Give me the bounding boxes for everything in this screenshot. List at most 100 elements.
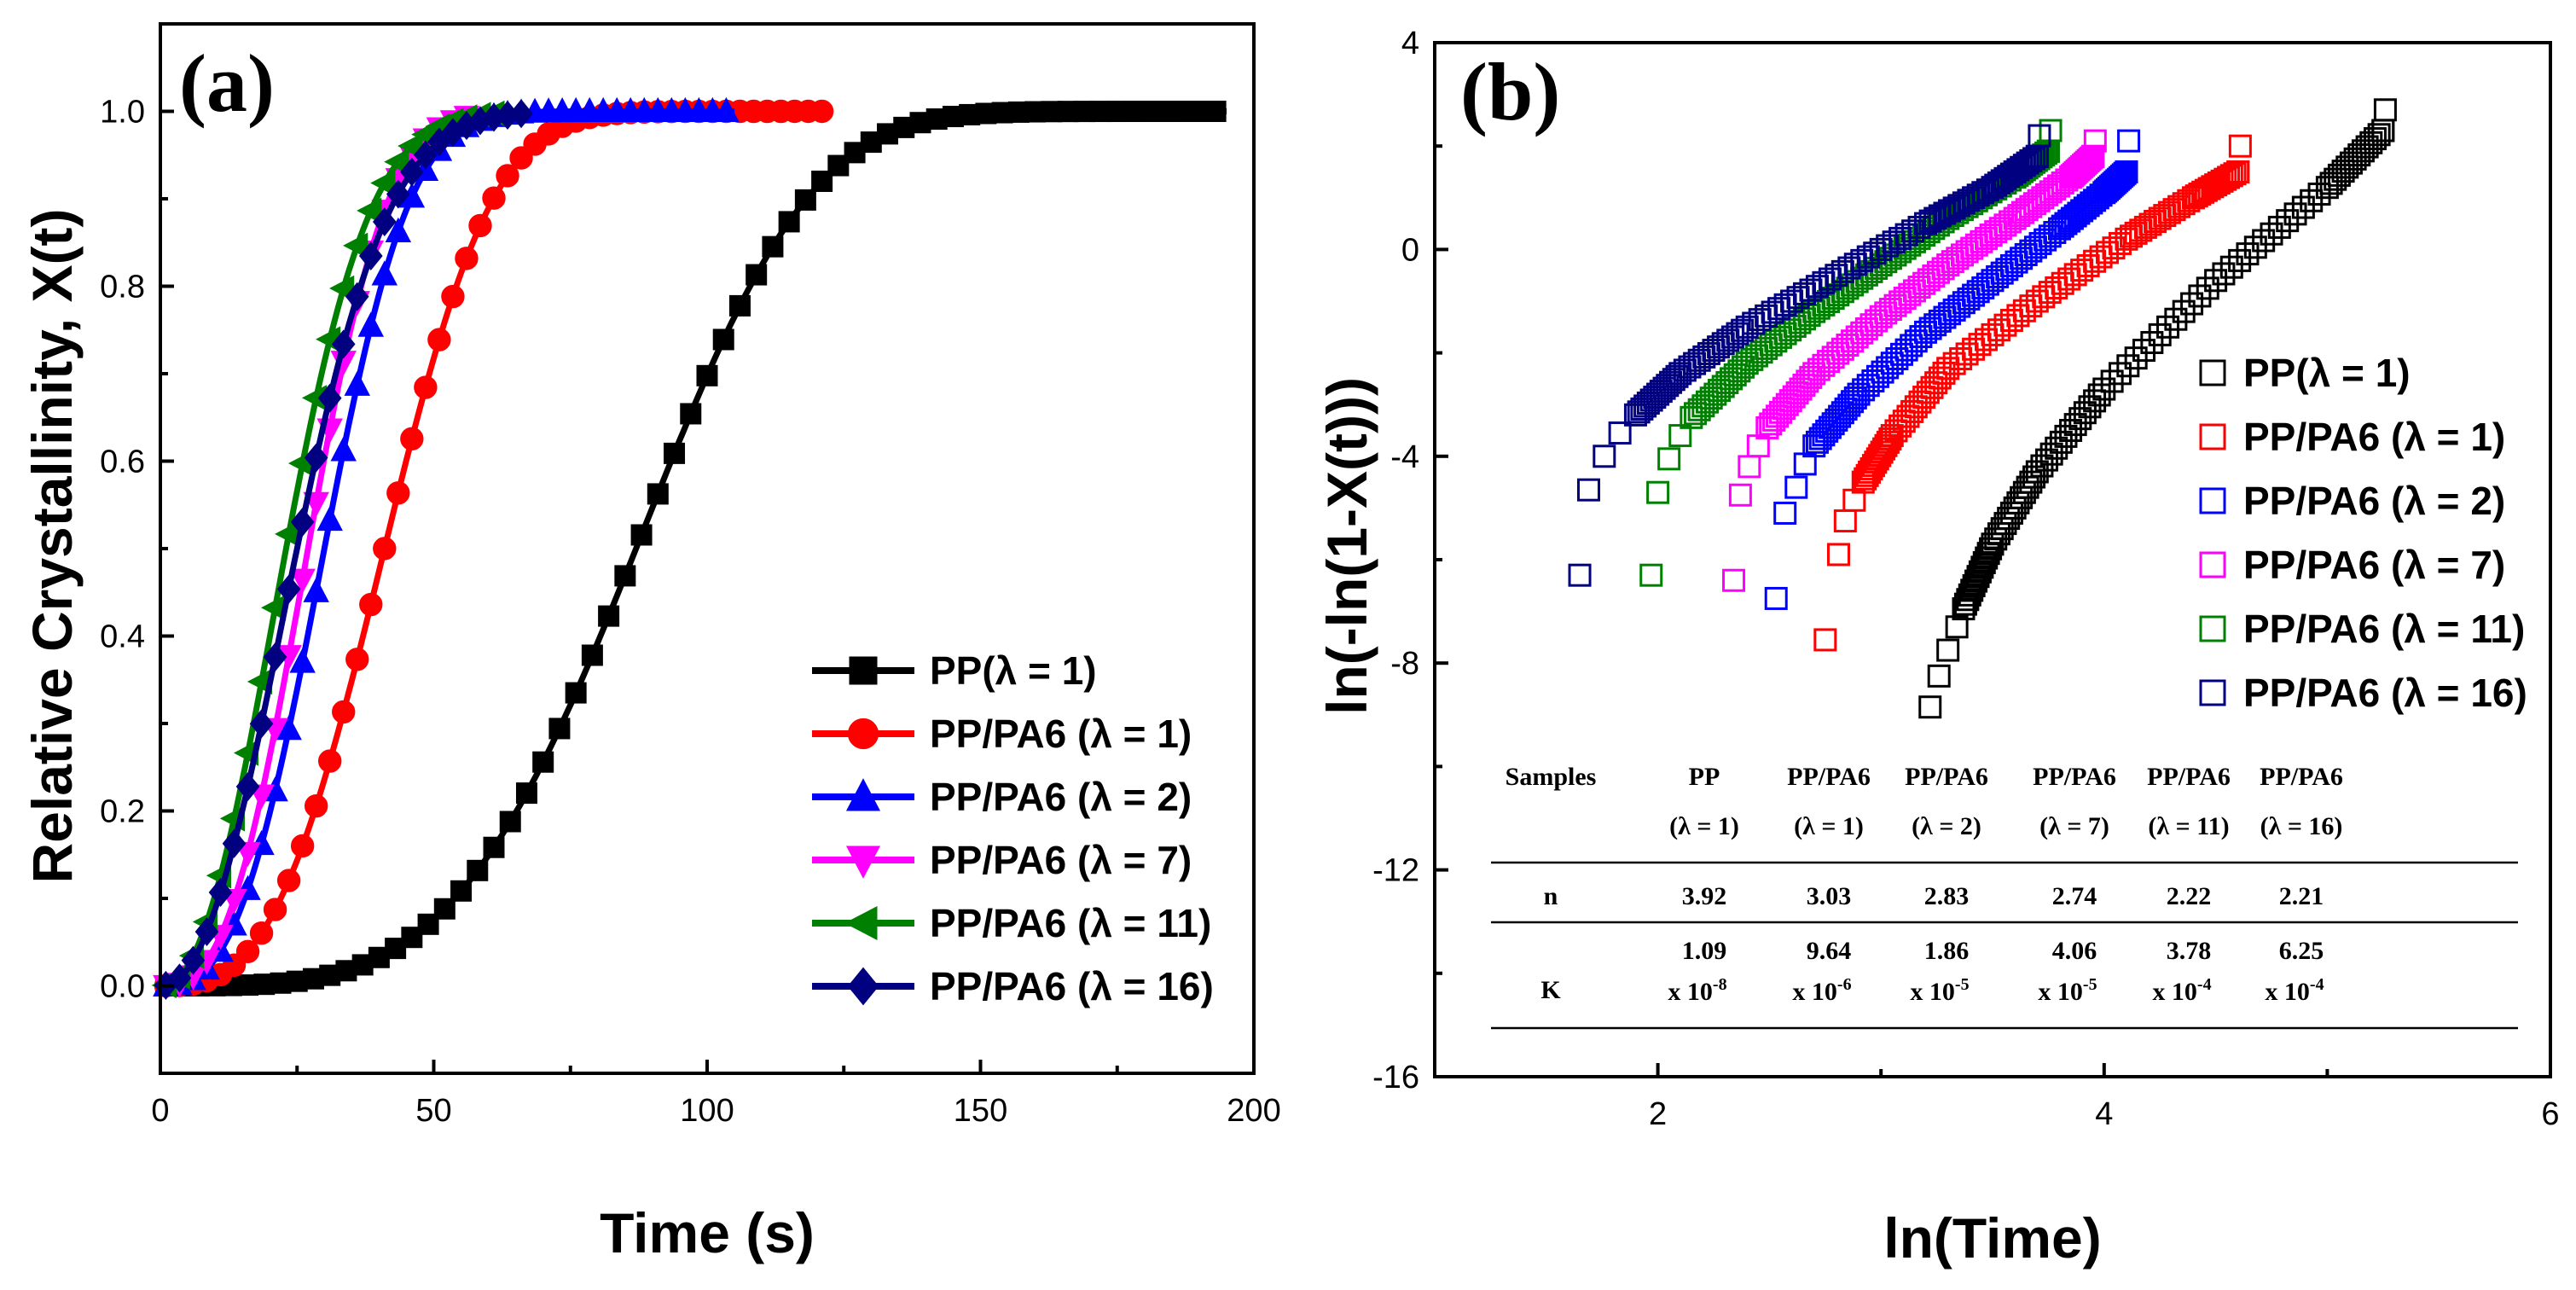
legend-marker xyxy=(2199,551,2226,578)
y-tick-label: 0.2 xyxy=(100,794,145,830)
data-point xyxy=(2043,177,2067,200)
data-point xyxy=(1813,628,1837,652)
table-cell-k: 9.64 xyxy=(1807,937,1852,965)
data-point xyxy=(330,436,357,462)
data-point xyxy=(263,642,287,672)
data-point xyxy=(1657,447,1681,471)
data-point xyxy=(2083,249,2107,273)
data-point xyxy=(2116,354,2140,378)
table-row-label: K xyxy=(1540,976,1561,1004)
data-point xyxy=(1720,367,1743,391)
y-tick-label: 0.6 xyxy=(100,445,145,480)
data-point xyxy=(1764,586,1788,610)
data-point xyxy=(728,294,751,317)
data-point xyxy=(1728,483,1752,507)
data-point xyxy=(222,828,247,858)
data-point xyxy=(794,189,816,211)
data-point xyxy=(713,96,740,122)
data-point xyxy=(450,880,473,902)
table-header-sub: (λ = 16) xyxy=(2260,812,2343,840)
data-point xyxy=(1691,394,1715,418)
data-point xyxy=(370,170,396,196)
legend-label: PP/PA6 (λ = 11) xyxy=(2243,607,2525,651)
data-point xyxy=(2023,192,2047,216)
data-point xyxy=(303,577,329,602)
data-point xyxy=(2073,152,2097,176)
exponent-power: -4 xyxy=(2197,975,2212,994)
legend-marker xyxy=(847,967,879,1006)
legend-marker xyxy=(2199,679,2226,706)
x-tick-label: 4 xyxy=(2095,1096,2113,1132)
data-point xyxy=(2011,200,2035,224)
data-point xyxy=(400,427,424,451)
data-point xyxy=(2003,206,2027,230)
table-header: PP xyxy=(1689,763,1720,791)
data-point xyxy=(1927,664,1951,688)
panel-b-y-title: ln(-ln(1-X(t))) xyxy=(1315,377,1378,715)
data-point xyxy=(1918,695,1942,719)
data-point xyxy=(345,282,369,311)
data-point xyxy=(2080,146,2103,170)
data-point xyxy=(581,644,603,666)
legend-label: PP/PA6 (λ = 16) xyxy=(930,964,1214,1008)
data-point xyxy=(2015,198,2039,222)
data-point xyxy=(1711,375,1735,398)
x-tick-label: 6 xyxy=(2541,1096,2559,1132)
data-point xyxy=(181,945,206,975)
panel-a-marks xyxy=(151,96,1227,1001)
y-tick-label: 4 xyxy=(1401,26,1419,61)
panel-a-chart: 0 50 100 150 200 0.0 0.2 0.4 0.6 0.8 1.0 (a) Time … xyxy=(20,22,1281,1264)
data-point xyxy=(357,197,382,224)
x-tick-label: 50 xyxy=(415,1093,451,1129)
data-point xyxy=(2219,255,2243,279)
table-cell-n: 3.03 xyxy=(1807,882,1852,910)
data-point xyxy=(344,370,370,396)
data-point xyxy=(2078,148,2102,171)
data-point xyxy=(2132,339,2156,363)
data-point xyxy=(427,328,451,352)
data-point xyxy=(2180,292,2204,316)
panel-b-label: (b) xyxy=(1460,46,1560,137)
data-point xyxy=(2267,215,2291,239)
data-point xyxy=(455,247,479,270)
exponent-power: -5 xyxy=(2083,975,2097,994)
data-point xyxy=(2236,242,2260,266)
data-point xyxy=(2035,183,2059,206)
data-point xyxy=(2219,164,2243,188)
data-point xyxy=(2212,262,2236,286)
table-cell-k-exponent: x 10-4 xyxy=(2152,975,2211,1006)
legend-label: PP/PA6 (λ = 7) xyxy=(2243,543,2505,587)
series-line xyxy=(165,109,500,989)
data-point xyxy=(499,811,521,833)
panel-b-chart: 2 4 6 -16 -12 -8 -4 0 4 (b) ln(Time) ln(-ln(1-X(… xyxy=(1315,26,2560,1270)
data-point xyxy=(167,963,192,993)
data-point xyxy=(2076,253,2100,277)
legend-marker xyxy=(847,718,879,750)
data-point xyxy=(647,483,669,505)
table-header: PP/PA6 xyxy=(1787,763,1871,791)
panel-a-x-title: Time (s) xyxy=(600,1201,815,1264)
series-a-5 xyxy=(154,99,533,1000)
table-cell-n: 2.21 xyxy=(2279,882,2324,910)
data-point xyxy=(2007,204,2031,228)
series-b-0 xyxy=(1918,98,2397,719)
data-point xyxy=(1708,379,1732,403)
exponent-power: -8 xyxy=(1713,975,1727,994)
data-point xyxy=(482,186,506,210)
table-cell-k-exponent: x 10-5 xyxy=(1910,975,1969,1006)
table-cell-n: 2.74 xyxy=(2052,882,2097,910)
data-point xyxy=(2063,263,2087,287)
data-point xyxy=(2039,180,2063,204)
data-point xyxy=(2028,124,2051,148)
data-point xyxy=(2196,276,2219,300)
data-point xyxy=(515,782,537,805)
data-point xyxy=(1204,101,1227,123)
table-cell-n: 2.83 xyxy=(1924,882,1970,910)
data-point xyxy=(2315,176,2339,200)
table-header-sub: (λ = 1) xyxy=(1669,812,1739,840)
data-point xyxy=(2027,189,2051,212)
data-point xyxy=(2124,346,2148,370)
legend-marker xyxy=(845,845,881,879)
data-point xyxy=(208,878,233,908)
data-point xyxy=(2113,161,2137,185)
